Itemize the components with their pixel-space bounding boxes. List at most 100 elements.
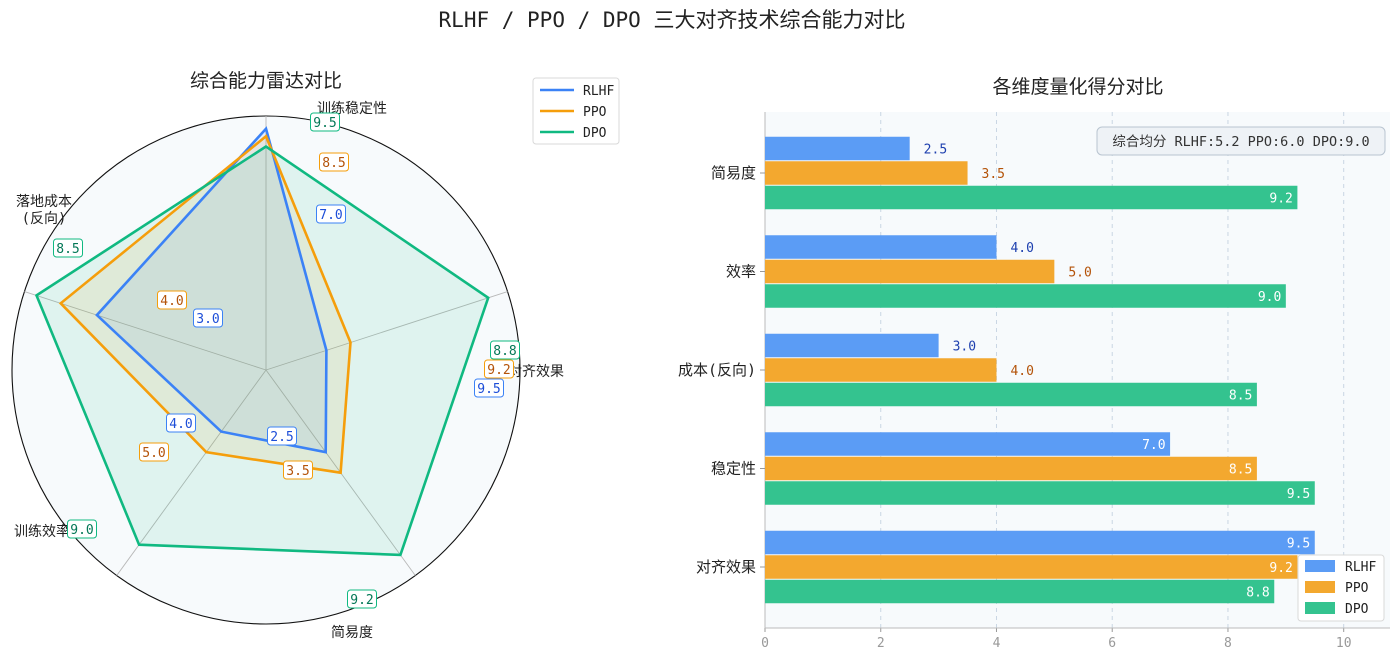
radar-title: 综合能力雷达对比 [190,70,342,92]
bar-dpo [765,382,1257,407]
bar-category-label: 对齐效果 [696,558,756,576]
bar-category-label: 成本(反向) [678,361,756,379]
bar-value-label: 8.5 [1229,389,1252,404]
radar-value-box [267,426,297,446]
bar-xtick-label: 6 [1108,636,1116,651]
bar-dpo [765,185,1298,210]
radar-axis-label: 训练效率 [14,523,70,540]
bar-value-label: 8.8 [1246,586,1269,601]
bar-value-label: 9.0 [1258,290,1281,305]
radar-value-box [490,340,520,360]
bar-value-label: 9.2 [1269,561,1292,576]
bar-legend-label: RLHF [1345,560,1376,575]
radar-legend-label: PPO [583,105,607,120]
figure-title: RLHF / PPO / DPO 三大对齐技术综合能力对比 [439,8,906,32]
bar-legend-swatch-dpo [1305,602,1335,614]
radar-value-label: 8.5 [56,242,79,257]
radar-chart: 综合能力雷达对比对齐效果训练稳定性落地成本(反向)训练效率简易度9.57.03.… [11,70,620,641]
bar-value-label: 3.0 [953,340,976,355]
radar-value-box [347,589,377,609]
radar-legend-label: DPO [583,126,607,141]
radar-axis-label: 落地成本(反向) [16,194,72,227]
radar-value-box [67,519,97,539]
bar-value-label: 2.5 [924,143,947,158]
bar-legend-swatch-ppo [1305,581,1335,593]
bar-value-label: 9.5 [1287,487,1310,502]
bar-xtick-label: 0 [761,636,769,651]
radar-area-ppo [60,136,351,473]
radar-value-box [484,359,514,379]
bar-rlhf [765,333,939,358]
radar-value-box [316,204,346,224]
radar-value-label: 7.0 [319,208,342,223]
radar-value-label: 2.5 [270,430,293,445]
bar-xtick-label: 8 [1224,636,1232,651]
bar-value-label: 3.5 [982,167,1005,182]
radar-axis-label: 简易度 [331,624,373,641]
bar-rlhf [765,235,997,259]
radar-value-box [310,112,340,132]
radar-spoke [265,291,508,371]
bar-category-label: 效率 [726,263,756,281]
bar-ppo [765,161,968,185]
bar-dpo [765,579,1275,604]
bar-value-label: 5.0 [1068,266,1091,281]
bar-ppo [765,259,1055,284]
radar-value-box [139,442,169,462]
radar-value-box [319,152,349,172]
radar-value-label: 8.5 [322,156,345,171]
bar-value-label: 4.0 [1010,241,1033,256]
radar-value-label: 9.5 [477,382,500,397]
bar-category-label: 简易度 [711,164,756,182]
radar-value-box [283,460,313,480]
bar-title: 各维度量化得分对比 [992,76,1163,98]
bar-annotation-box [1096,126,1386,156]
bar-ppo [765,456,1257,481]
radar-spoke [24,291,267,371]
radar-value-label: 3.0 [196,312,219,327]
radar-line-ppo [58,134,352,475]
bar-category-label: 稳定性 [711,460,756,478]
radar-value-box [53,238,83,258]
bar-rlhf [765,432,1171,456]
bar-value-label: 8.5 [1229,463,1252,478]
radar-value-label: 5.0 [142,446,165,461]
radar-value-box [157,290,187,310]
bar-dpo [765,284,1286,308]
radar-value-box [166,413,196,433]
bar-legend-swatch-rlhf [1305,560,1335,572]
bar-value-label: 9.5 [1287,537,1310,552]
radar-legend-label: RLHF [583,84,614,99]
radar-axis-label-line: (反向) [22,211,67,227]
radar-value-label: 3.5 [286,464,309,479]
radar-value-label: 9.5 [313,116,336,131]
bar-legend-label: PPO [1345,581,1369,596]
radar-value-label: 4.0 [160,294,183,309]
radar-value-label: 4.0 [169,417,192,432]
bar-annotation: 综合均分 RLHF:5.2 PPO:6.0 DPO:9.0 [1096,126,1386,156]
bar-legend-label: DPO [1345,602,1369,617]
bar-dpo [765,481,1315,505]
bar-rlhf [765,530,1315,555]
radar-axis-label-line: 落地成本 [16,194,72,210]
radar-value-label: 9.2 [487,363,510,378]
bar-xtick-label: 4 [993,636,1001,651]
bar-ppo [765,555,1298,579]
bar-rlhf [765,136,910,161]
bar-xtick-label: 10 [1336,636,1352,651]
radar-area-rlhf [96,128,327,453]
radar-value-box [474,378,504,398]
radar-value-label: 9.2 [350,593,373,608]
radar-legend: RLHF PPO DPO [532,77,620,145]
bar-value-label: 4.0 [1010,364,1033,379]
bar-ppo [765,358,997,382]
bar-value-label: 9.2 [1269,192,1292,207]
radar-value-label: 9.0 [70,523,93,538]
radar-value-box [193,308,223,328]
radar-line-dpo [34,144,490,557]
bar-annotation-text: 综合均分 RLHF:5.2 PPO:6.0 DPO:9.0 [1112,134,1369,150]
radar-axis-label: 对齐效果 [508,364,564,380]
radar-legend-frame [532,77,620,145]
